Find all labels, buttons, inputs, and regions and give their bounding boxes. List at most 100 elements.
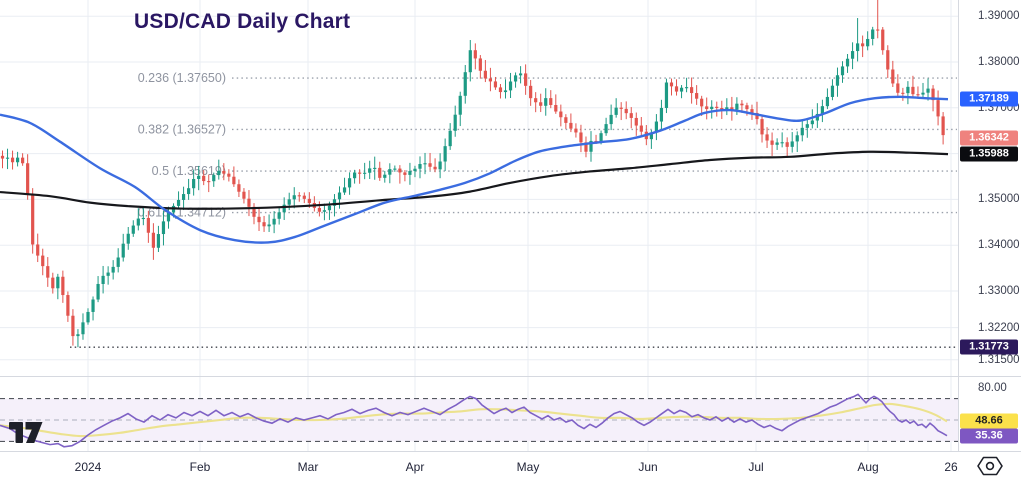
candlestick	[524, 73, 528, 86]
candlestick	[906, 86, 910, 94]
price-axis-label: 1.33000	[978, 285, 1020, 297]
candlestick	[46, 266, 50, 278]
price-axis-label: 1.34000	[978, 239, 1020, 252]
candlestick	[815, 113, 819, 121]
candlestick	[363, 172, 367, 174]
candlestick	[116, 257, 120, 267]
rsi-value-badge: 35.36	[960, 428, 1018, 444]
ma-fast-value-badge: 1.37189	[960, 91, 1018, 107]
candlestick	[473, 50, 477, 59]
candlestick	[936, 100, 940, 117]
candlestick	[654, 121, 658, 133]
candlestick	[755, 112, 759, 120]
candlestick	[604, 124, 608, 134]
fib-level-label: 0.382 (1.36527)	[138, 122, 226, 136]
candlestick	[101, 275, 105, 284]
candlestick	[584, 142, 588, 152]
candlestick	[478, 58, 482, 71]
candlestick	[257, 216, 261, 223]
candlestick	[237, 184, 241, 192]
candlestick	[664, 82, 669, 108]
hexagon-circle-icon[interactable]	[974, 453, 1006, 479]
candlestick	[735, 103, 739, 110]
time-axis-label: 26	[944, 460, 958, 474]
candlestick	[197, 175, 201, 179]
candlestick	[579, 132, 583, 143]
candlestick	[438, 161, 442, 170]
candlestick	[61, 276, 65, 296]
candlestick	[745, 105, 749, 110]
candlestick	[146, 217, 150, 233]
candlestick	[51, 277, 55, 289]
time-axis-label: Jun	[638, 460, 658, 474]
candlestick	[805, 124, 809, 128]
candlestick	[720, 108, 724, 111]
candlestick	[458, 95, 462, 115]
candlestick	[126, 233, 130, 244]
candlestick	[795, 135, 799, 142]
time-axis-label: Aug	[857, 460, 879, 474]
candlestick	[342, 187, 347, 193]
candlestick	[669, 82, 674, 87]
candlestick	[337, 192, 342, 200]
candlestick	[448, 130, 452, 147]
candlestick	[891, 69, 895, 84]
candlestick	[619, 107, 623, 109]
candlestick	[443, 146, 447, 162]
tradingview-logo-icon[interactable]	[9, 420, 47, 446]
candlestick	[549, 98, 553, 106]
price-axis-label: 1.35000	[978, 193, 1020, 206]
candlestick	[498, 87, 503, 93]
candlestick	[423, 163, 427, 165]
candlestick	[634, 117, 638, 126]
candlestick	[347, 178, 352, 188]
candlestick	[302, 195, 306, 199]
candlestick	[881, 29, 885, 51]
candlestick	[31, 194, 35, 245]
candlestick	[840, 66, 845, 76]
price-axis-label: 1.32200	[978, 321, 1020, 334]
candlestick	[277, 212, 281, 219]
rsi-line	[0, 393, 948, 448]
candlestick	[679, 87, 684, 92]
candlestick	[428, 163, 432, 167]
candlestick	[463, 72, 467, 96]
candlestick	[589, 140, 593, 152]
candlestick	[413, 168, 417, 172]
candlestick	[192, 178, 196, 189]
candlestick	[926, 88, 930, 93]
candlestick	[81, 322, 85, 335]
candlestick	[690, 87, 694, 94]
candlestick	[508, 81, 513, 91]
candlestick	[674, 86, 679, 92]
candlestick	[835, 75, 840, 86]
candlestick	[730, 107, 734, 110]
time-axis-label: Feb	[189, 460, 211, 474]
candlestick	[403, 172, 407, 175]
candlestick	[790, 141, 794, 147]
time-axis-label: 2024	[74, 460, 102, 474]
candlestick	[825, 96, 830, 107]
candlestick	[921, 92, 925, 95]
candlestick	[91, 299, 95, 312]
candlestick	[232, 176, 236, 185]
candlestick	[26, 163, 30, 195]
candlestick	[297, 195, 301, 197]
candlestick	[207, 181, 211, 183]
candlestick	[493, 81, 498, 88]
candlestick	[750, 109, 754, 113]
candlestick	[468, 50, 472, 73]
candlestick	[408, 171, 412, 175]
candlestick	[418, 163, 422, 169]
candlestick	[544, 98, 548, 106]
candlestick	[684, 87, 689, 89]
candlestick	[247, 198, 251, 207]
ma-fast-line	[0, 95, 949, 244]
candlestick	[212, 175, 216, 182]
candlestick	[453, 114, 457, 131]
candlestick	[559, 111, 563, 118]
candlestick	[740, 103, 744, 106]
candlestick	[121, 243, 125, 258]
